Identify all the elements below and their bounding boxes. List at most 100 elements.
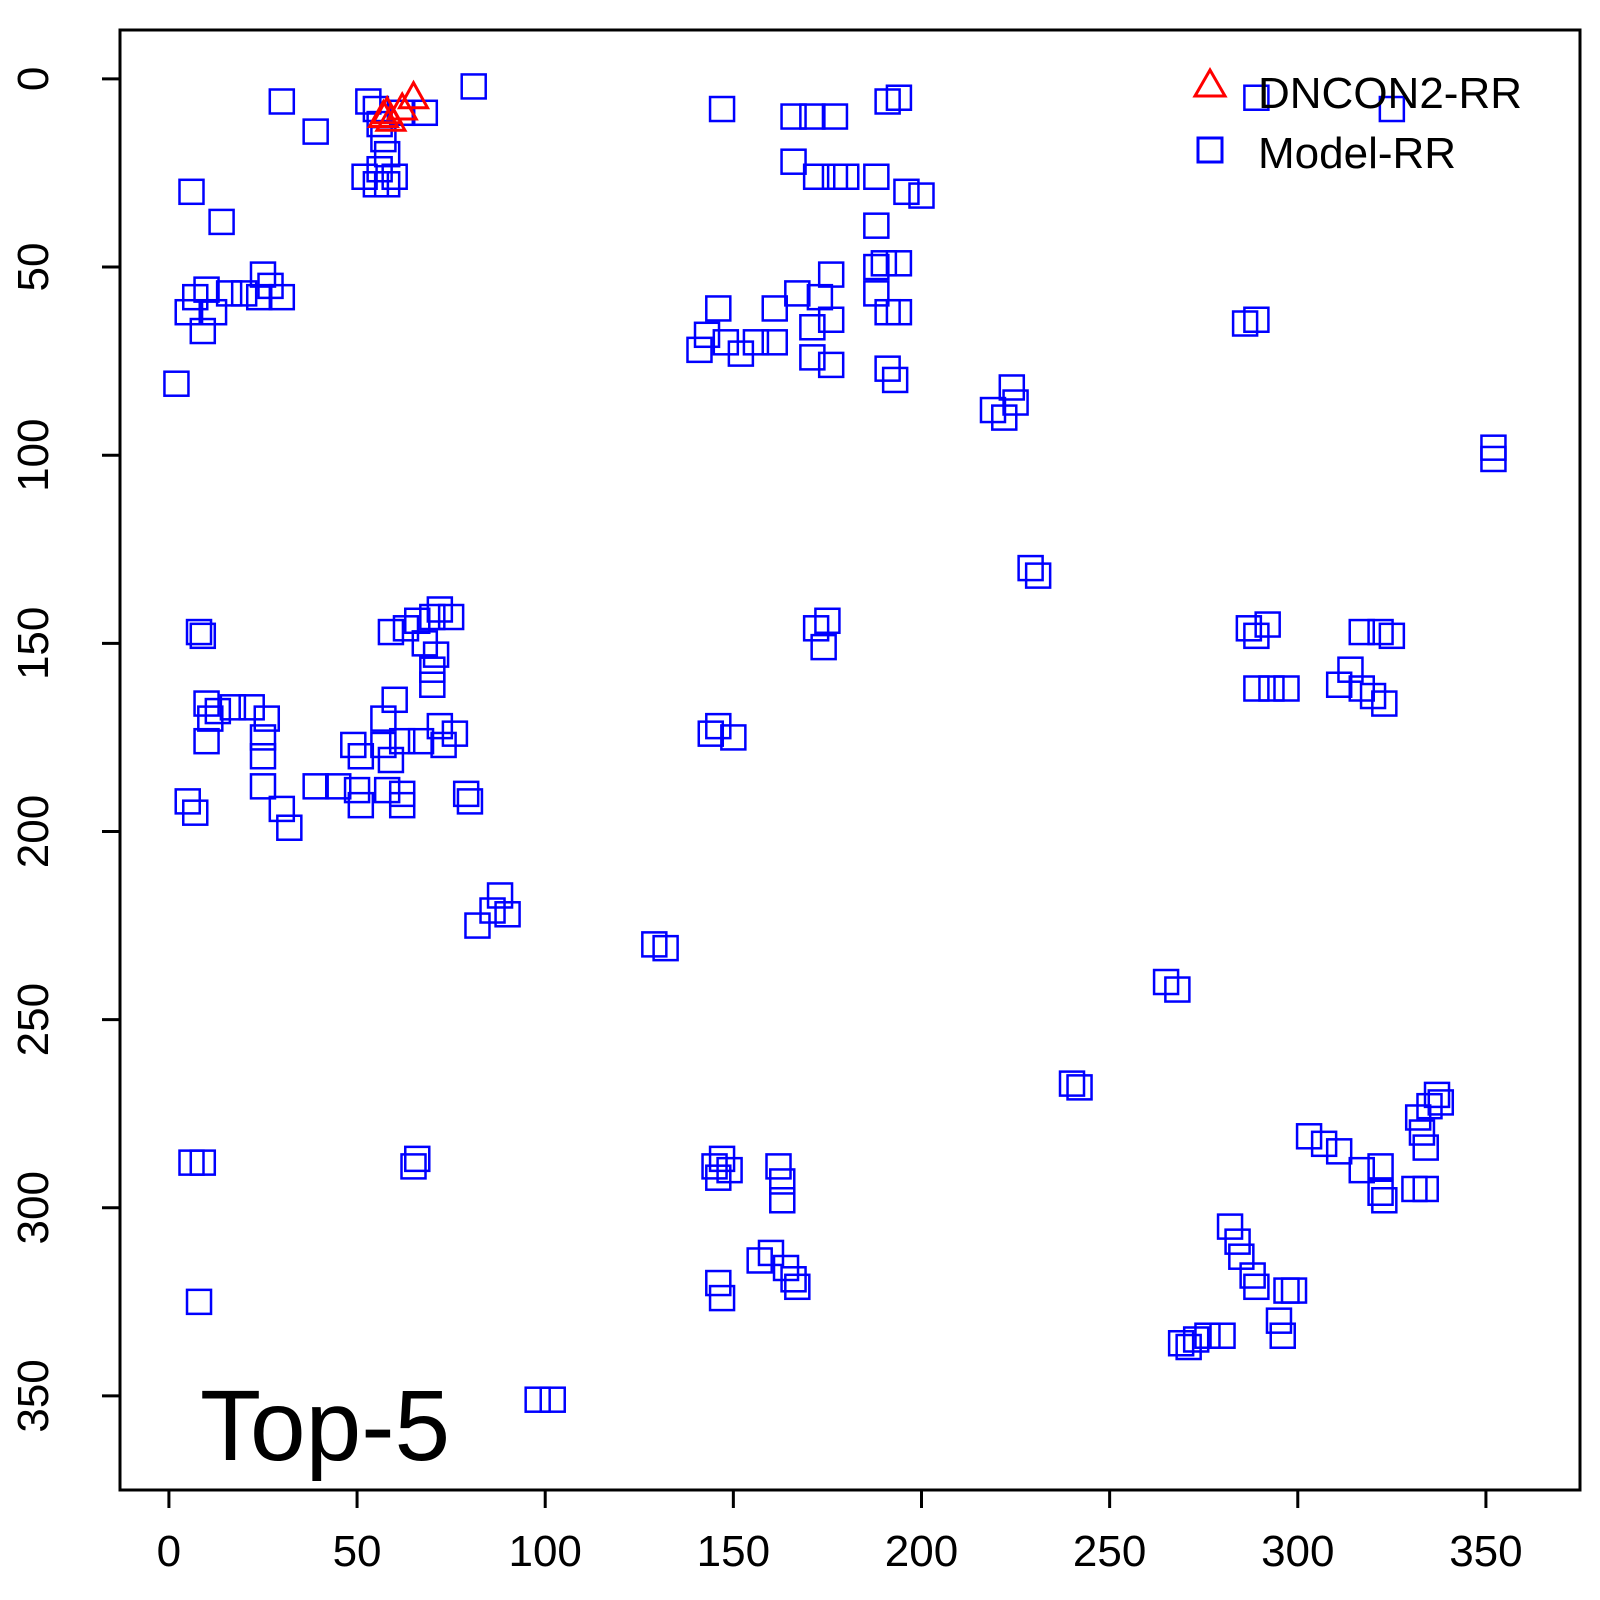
model-rr-point [388,727,416,755]
model-rr-point [1235,615,1263,642]
model-rr-point [780,1266,807,1293]
legend: DNCON2-RR Model-RR [1192,66,1522,178]
model-rr-point [377,618,405,646]
model-rr-point [1066,1074,1093,1101]
model-rr-point [765,1153,792,1180]
model-rr-point [885,298,913,326]
model-rr-point [1243,306,1270,333]
y-tick-label: 300 [9,1171,58,1244]
model-rr-point [784,1273,811,1301]
x-tick-label: 100 [508,1527,581,1576]
model-rr-point [708,1284,736,1312]
model-rr-point [189,317,217,345]
model-rr-point [193,727,220,755]
model-rr-point [1273,675,1300,702]
model-rr-point [347,791,375,819]
model-rr-point [245,283,273,311]
model-rr-point [799,314,826,341]
model-rr-point [780,148,807,175]
model-rr-point [1427,1089,1455,1116]
model-rr-point [705,1269,732,1297]
model-rr-point [817,306,845,333]
model-rr-point [1167,1329,1195,1357]
model-rr-point [1002,389,1029,416]
model-rr-point [486,882,514,909]
model-rr-point [705,1164,732,1191]
model-rr-point [1243,84,1270,111]
model-rr-point [810,633,837,661]
model-rr-point [693,321,721,349]
model-rr-point [479,897,506,924]
model-rr-point [1243,675,1270,702]
model-rr-point [1216,1213,1244,1240]
model-rr-point [1269,1322,1296,1349]
model-rr-point [204,697,232,725]
x-axis: 0 50 100 150 200 250 300 350 [157,1488,1523,1576]
model-rr-point [452,780,480,808]
x-tick-label: 0 [157,1527,181,1576]
y-tick-label: 150 [9,607,58,680]
model-rr-point [817,351,845,379]
model-rr-point [908,182,935,209]
model-rr-point [1348,618,1376,646]
model-rr-point [708,95,736,123]
model-rr-point [178,178,205,206]
model-rr-point [302,773,329,800]
model-rr-point [1209,1322,1236,1349]
model-rr-point [769,1187,796,1214]
legend-label-model-rr: Model-RR [1258,129,1456,178]
model-rr-point [249,724,277,751]
series-model-rr [163,73,1507,1413]
model-rr-point [400,1153,427,1180]
model-rr-point [799,103,826,130]
model-rr-point [276,814,303,841]
model-rr-point [215,280,243,307]
model-rr-point [249,742,277,770]
model-rr-point [185,1288,213,1316]
model-rr-point [697,720,725,747]
model-rr-point [802,163,830,191]
model-rr-point [814,607,841,635]
model-rr-point [1412,1134,1439,1161]
model-rr-point [885,84,913,111]
model-rr-point [769,1168,796,1195]
model-rr-point [219,694,247,721]
x-tick-label: 350 [1449,1527,1522,1576]
model-rr-point [208,208,235,236]
y-tick-label: 200 [9,795,58,868]
model-rr-point [351,163,378,191]
model-rr-point [249,773,277,800]
model-rr-point [189,622,217,650]
series-dncon2-rr [366,79,431,132]
plot-frame [118,28,1582,1492]
model-rr-point [686,336,713,364]
model-rr-point [430,731,457,759]
model-rr-point [366,155,393,183]
model-rr-point [524,1386,551,1413]
model-rr-point [1371,1187,1398,1214]
model-rr-point [268,795,296,823]
y-tick-label: 250 [9,983,58,1056]
model-rr-point [437,603,465,631]
model-rr-point [1254,611,1281,638]
model-rr-point [863,212,890,239]
model-rr-point [1243,1273,1270,1301]
y-tick-label: 100 [9,418,58,491]
model-rr-point [464,912,491,939]
model-rr-point [1164,976,1191,1003]
model-rr-point [1408,1119,1436,1146]
model-rr-point [832,163,860,191]
model-rr-point [885,250,913,277]
model-rr-point [268,88,296,115]
model-rr-point [780,103,807,130]
model-rr-point [193,276,220,303]
model-rr-point [1017,554,1044,582]
model-rr-point [1295,1123,1323,1150]
x-tick-label: 300 [1261,1527,1334,1576]
model-rr-point [343,776,371,804]
model-rr-point [705,295,732,322]
model-rr-point [1258,675,1285,702]
model-rr-point [1280,1277,1308,1304]
model-rr-point [460,73,487,100]
dncon2-rr-point [396,79,431,110]
